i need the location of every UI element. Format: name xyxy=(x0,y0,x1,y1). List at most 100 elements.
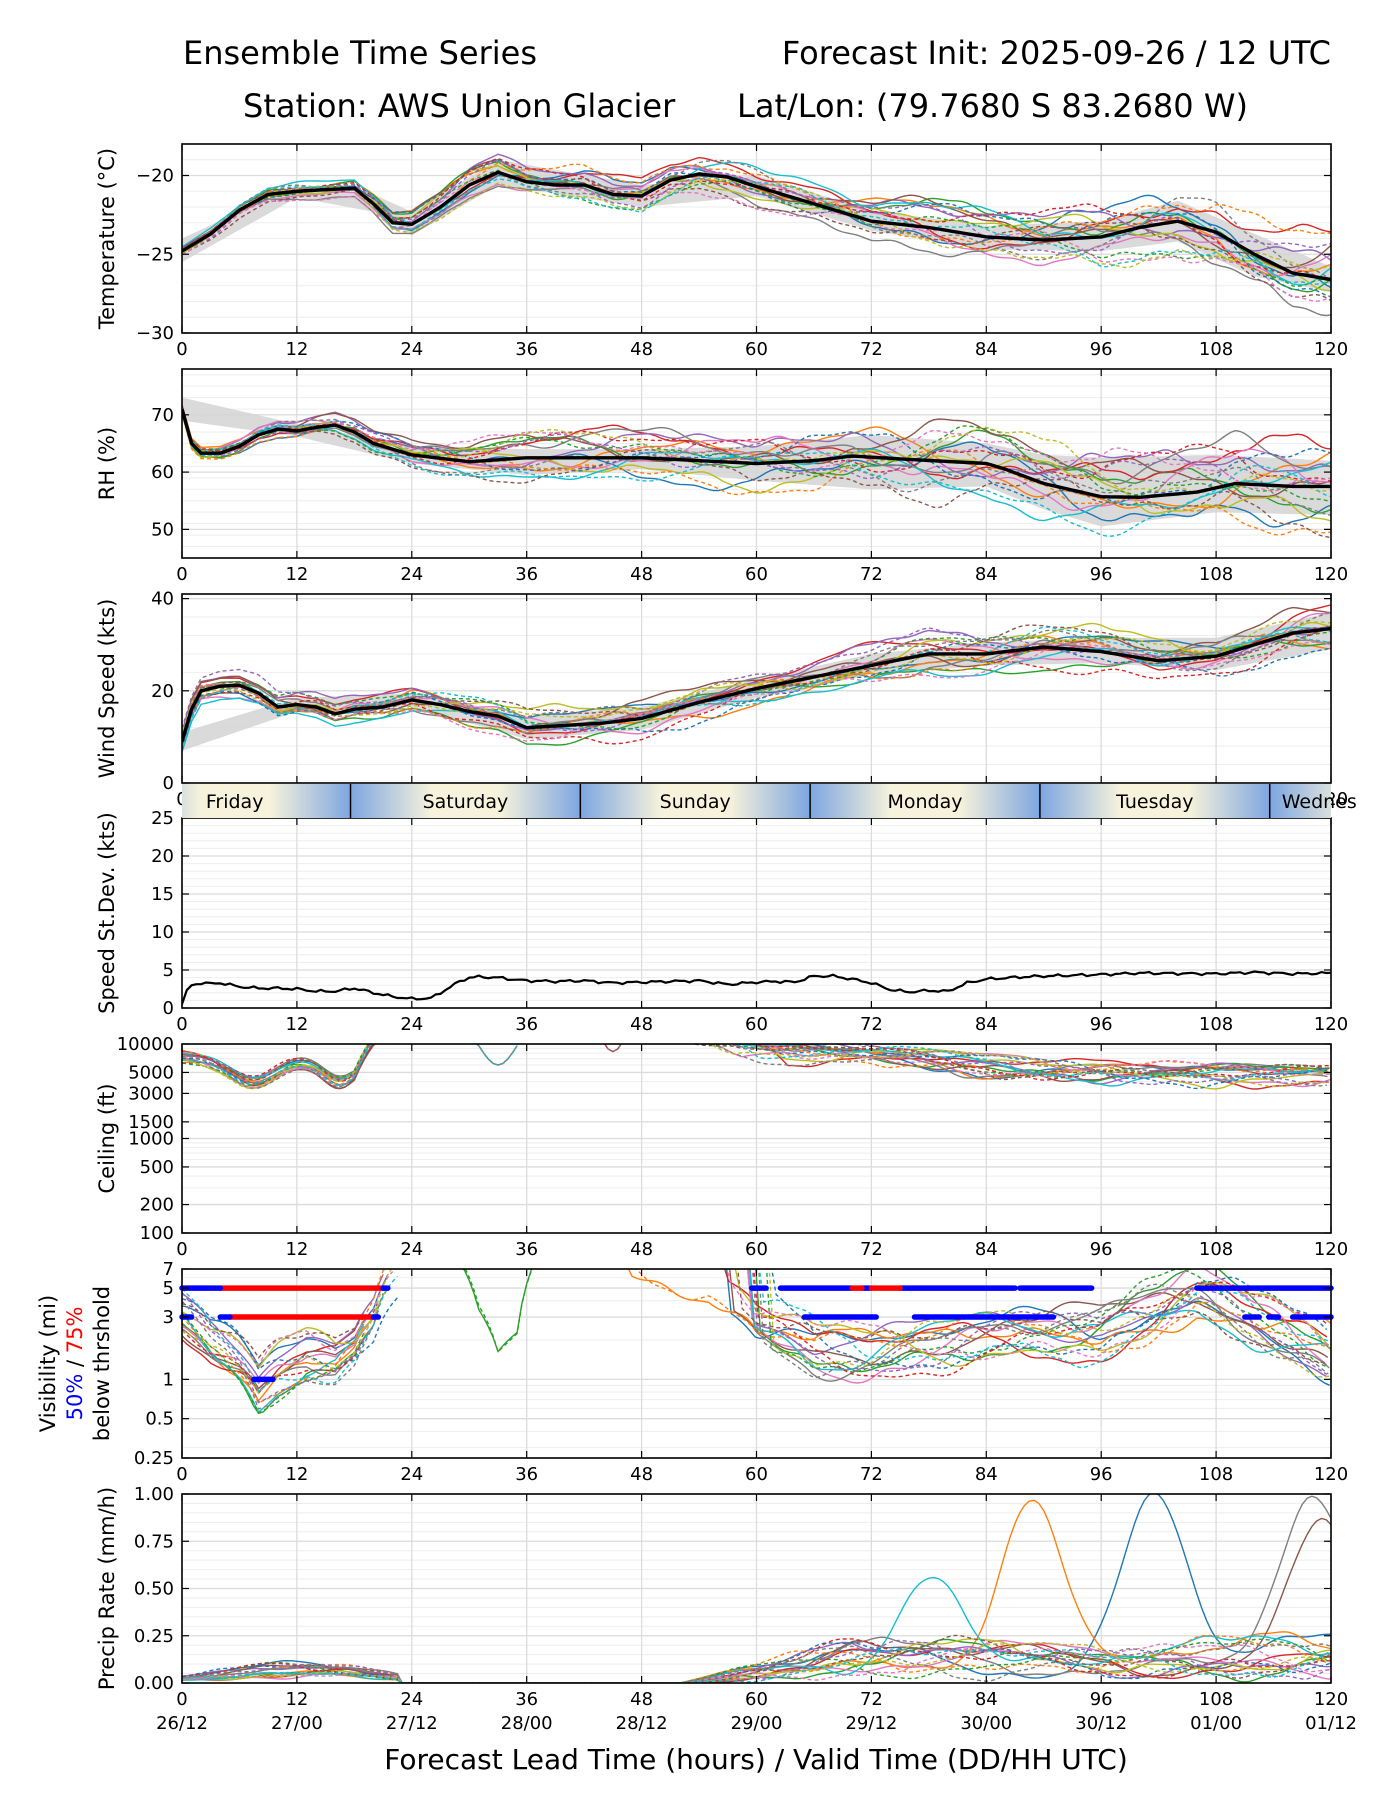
ensemble-member-line xyxy=(182,1292,375,1404)
x-tick-label: 96 xyxy=(1090,564,1113,585)
panel-rh: 0 12 24 36 48 60 72 84 96 108 120 50 60 70 RH (%) xyxy=(95,368,1348,585)
day-segment xyxy=(1039,784,1270,818)
x-tick-label: 72 xyxy=(860,1014,883,1035)
panel-visibility: 0 12 24 36 48 60 72 84 96 108 120 0.25 0.5 1 3 57 Visibi… xyxy=(36,1259,1348,1485)
y-tick-label: −30 xyxy=(136,323,174,344)
label-separator: / xyxy=(63,1353,87,1373)
ensemble-member-line xyxy=(182,1274,384,1379)
y-tick-label: 70 xyxy=(151,405,174,426)
y-axis-label-below: below thrshold xyxy=(90,1286,114,1441)
ensemble-member-line xyxy=(748,1269,1329,1371)
member-lines xyxy=(182,1044,1331,1090)
y-axis-label: RH (%) xyxy=(95,427,119,500)
ensemble-member-line xyxy=(709,1044,1327,1087)
y-axis-label: Ceiling (ft) xyxy=(95,1083,119,1193)
y-tick-label: 500 xyxy=(140,1157,174,1178)
x-tick-label: 36 xyxy=(515,1689,538,1710)
x-tick-label: 12 xyxy=(285,339,308,360)
x-tick-label: 60 xyxy=(745,339,768,360)
day-label: Saturday xyxy=(423,791,509,813)
ensemble-member-line xyxy=(182,1324,370,1385)
x-tick-label: 48 xyxy=(630,1239,653,1260)
ensemble-member-line xyxy=(182,177,1331,271)
x-tick-label: 120 xyxy=(1314,1014,1348,1035)
ensemble-member-line xyxy=(182,620,1331,741)
ensemble-member-line xyxy=(182,1044,373,1080)
x-tick-label: 108 xyxy=(1199,1464,1233,1485)
x-tick-label: 12 xyxy=(285,564,308,585)
y-tick-label: 0 xyxy=(163,773,174,794)
ensemble-member-line xyxy=(182,407,1331,485)
ensemble-member-line xyxy=(765,1269,1327,1373)
x-tick-label: 36 xyxy=(515,564,538,585)
x-tick-label: 60 xyxy=(745,1014,768,1035)
x-tick-label: 84 xyxy=(975,1464,998,1485)
x-tick-label: 36 xyxy=(515,1239,538,1260)
ensemble-member-line xyxy=(182,1275,398,1393)
ensemble-member-line xyxy=(182,1293,384,1410)
day-segment xyxy=(810,784,1040,818)
x-tick-label: 12 xyxy=(285,1014,308,1035)
label-75pct: 75% xyxy=(63,1307,87,1354)
label-50pct: 50% xyxy=(63,1374,87,1421)
x-tick-label: 84 xyxy=(975,564,998,585)
ensemble-member-line xyxy=(182,405,1331,483)
ensemble-member-line xyxy=(182,1312,365,1414)
ensemble-member-line xyxy=(737,1269,1327,1364)
y-tick-label: 20 xyxy=(151,846,174,867)
ensemble-mean-line xyxy=(182,626,1331,742)
ensemble-member-line xyxy=(182,413,1331,536)
valid-time-label: 01/12 xyxy=(1305,1713,1357,1734)
panel-speed_stdev: 0 12 24 36 48 60 72 84 96 108 120 0 5 10 15 20 25 Speed S… xyxy=(95,808,1348,1035)
x-tick-label: 48 xyxy=(630,1014,653,1035)
threshold-bars xyxy=(179,1285,1334,1383)
valid-time-label: 29/00 xyxy=(731,1713,783,1734)
valid-time-label: 29/12 xyxy=(845,1713,897,1734)
y-tick-label: 15 xyxy=(151,884,174,905)
ensemble-member-line xyxy=(182,406,1331,503)
x-tick-label: 0 xyxy=(176,1689,187,1710)
day-segment xyxy=(580,784,811,818)
x-tick-label: 108 xyxy=(1199,564,1233,585)
panel-precip_rate: 0 26/12 12 27/00 24 27/12 36 28/00 48 28/12 60 29/0… xyxy=(95,1484,1357,1734)
y-tick-label: 40 xyxy=(151,589,174,610)
y-tick-label: −25 xyxy=(136,244,174,265)
x-tick-label: 120 xyxy=(1314,1239,1348,1260)
ensemble-mean-line xyxy=(182,170,1331,282)
ensemble-member-line xyxy=(182,1312,365,1414)
ensemble-member-line xyxy=(182,157,1331,281)
valid-time-label: 01/00 xyxy=(1190,1713,1242,1734)
x-tick-label: 108 xyxy=(1199,1014,1233,1035)
x-tick-label: 0 xyxy=(176,1014,187,1035)
valid-time-label: 28/12 xyxy=(616,1713,668,1734)
y-tick-label: 0.25 xyxy=(134,1448,174,1469)
y-tick-label: 1.00 xyxy=(134,1484,174,1505)
day-label: Sunday xyxy=(660,791,731,813)
x-tick-label: 108 xyxy=(1199,1689,1233,1710)
x-tick-label: 0 xyxy=(176,339,187,360)
y-tick-label: 1 xyxy=(163,1369,174,1390)
ensemble-member-line xyxy=(182,1311,365,1395)
day-segment xyxy=(182,784,351,818)
x-tick-label: 120 xyxy=(1314,1464,1348,1485)
ensemble-member-line xyxy=(725,1044,1328,1086)
day-label: Wednes xyxy=(1282,791,1357,813)
day-label: Friday xyxy=(206,791,264,813)
ensemble-member-line xyxy=(182,408,1331,489)
x-tick-label: 60 xyxy=(745,1689,768,1710)
ensemble-member-line xyxy=(708,1044,1329,1088)
ensemble-member-line xyxy=(726,1269,1330,1361)
ensemble-member-line xyxy=(182,1044,377,1090)
day-segment xyxy=(350,784,581,818)
y-tick-label: 0.25 xyxy=(134,1626,174,1647)
latlon-label: Lat/Lon: (79.7680 S 83.2680 W) xyxy=(737,87,1248,125)
ensemble-member-line xyxy=(182,164,1331,277)
ensemble-member-line xyxy=(182,1269,393,1395)
ensemble-member-line xyxy=(182,169,1331,288)
ensemble-member-line xyxy=(182,1054,365,1083)
day-band: Friday Saturday Sunday Monday Tuesday Wednes xyxy=(182,784,1357,818)
ensemble-member-line xyxy=(461,1269,534,1353)
ensemble-member-line xyxy=(182,409,1331,492)
x-tick-label: 0 xyxy=(176,1464,187,1485)
